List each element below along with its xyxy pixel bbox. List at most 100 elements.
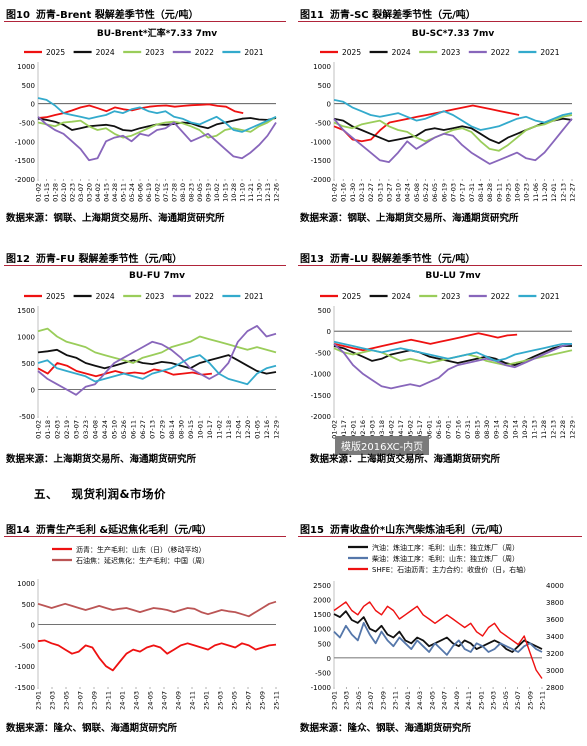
section-heading: 五、 现货利润&市场价 bbox=[34, 486, 166, 502]
x-tick-label: 25-05 bbox=[502, 691, 510, 710]
figure-caption: 沥青生产毛利 &延迟焦化毛利（元/吨） bbox=[35, 525, 212, 536]
y-tick-label: -2000 bbox=[311, 176, 331, 184]
legend-label: 2021 bbox=[244, 48, 263, 57]
y-tick-label: 1000 bbox=[313, 626, 331, 634]
x-tick-label: 23-07 bbox=[77, 691, 85, 710]
chart-fig15: 汽油：炼油工序：毛利：山东：独立炼厂（周） 柴油：炼油工序：毛利：山东：独立炼厂（… bbox=[311, 543, 564, 710]
y-tick-label: 1000 bbox=[17, 334, 35, 342]
x-tick-label: 07-02 bbox=[154, 183, 162, 202]
title-rule bbox=[4, 265, 286, 266]
legend-label: 2023 bbox=[441, 292, 460, 301]
title-rule bbox=[298, 265, 582, 266]
x-tick-label: 23-11 bbox=[105, 691, 113, 710]
x-tick-label: 06-16 bbox=[435, 420, 443, 439]
x-tick-label: 05-17 bbox=[416, 420, 424, 439]
x-tick-label: 10-29 bbox=[521, 420, 529, 439]
x-tick-label: 25-11 bbox=[539, 691, 547, 710]
figure-caption: 沥青-LU 裂解差季节性（元/吨） bbox=[329, 254, 476, 265]
x-tick-label: 01-28 bbox=[52, 183, 60, 202]
x-tick-label: 10-17 bbox=[206, 420, 214, 439]
x-tick-label: 09-25 bbox=[504, 183, 512, 202]
figure-caption: 沥青收盘价*山东汽柴炼油毛利（元/吨） bbox=[329, 525, 509, 536]
series-line bbox=[333, 99, 573, 131]
x-tick-label: 07-31 bbox=[468, 183, 476, 202]
x-tick-label: 08-28 bbox=[486, 183, 494, 202]
x-tick-label: 07-31 bbox=[464, 420, 472, 439]
x-tick-label: 10-14 bbox=[511, 420, 519, 439]
x-tick-label: 07-01 bbox=[445, 420, 453, 439]
figure-title: 图12 沥青-FU 裂解差季节性（元/吨） bbox=[6, 250, 182, 265]
series-line bbox=[37, 348, 277, 375]
legend-label: 2022 bbox=[195, 48, 214, 57]
y-tick-label: 500 bbox=[318, 82, 331, 90]
y-tick-label: 500 bbox=[22, 360, 35, 368]
legend-label: 2022 bbox=[195, 292, 214, 301]
x-tick-label: 10-15 bbox=[222, 183, 230, 202]
x-tick-label: 25-03 bbox=[490, 691, 498, 710]
legend-label: 柴油：炼油工序：毛利：山东：独立炼厂（周） bbox=[372, 554, 519, 563]
x-tick-label: 04-10 bbox=[395, 183, 403, 202]
x-tick-label: 11-18 bbox=[225, 420, 233, 439]
x-tick-label: 23-09 bbox=[91, 691, 99, 710]
x-tick-label: 12-27 bbox=[569, 183, 577, 202]
y-tick-label: -1500 bbox=[15, 684, 35, 692]
y2-tick-label: 3600 bbox=[546, 616, 564, 624]
y-tick-label: -1000 bbox=[15, 663, 35, 671]
legend-label: 2025 bbox=[342, 292, 361, 301]
x-tick-label: 11-06 bbox=[532, 183, 540, 202]
chart-fig13: BU-LU 7mv 2025 2024 2023 2022 2021 500 0 -500 -10… bbox=[311, 271, 577, 439]
x-tick-label: 09-15 bbox=[187, 420, 195, 439]
x-tick-label: 06-05 bbox=[431, 183, 439, 202]
series-line bbox=[333, 332, 518, 352]
x-tick-label: 03-03 bbox=[369, 420, 377, 439]
legend-label: SHFE：石油沥青：主力合约：收盘价（日，右轴） bbox=[372, 565, 530, 574]
x-tick-label: 25-09 bbox=[259, 691, 267, 710]
x-tick-label: 08-14 bbox=[477, 183, 485, 202]
source-note: 数据来源：隆众、钢联、海通期货研究所 bbox=[300, 723, 472, 734]
series-line bbox=[37, 600, 277, 618]
x-tick-label: 12-01 bbox=[550, 183, 558, 202]
legend-label: 2021 bbox=[540, 292, 559, 301]
x-tick-label: 25-05 bbox=[231, 691, 239, 710]
legend-label: 2024 bbox=[96, 292, 115, 301]
y-tick-label: 0 bbox=[327, 328, 331, 336]
y-tick-label: -2000 bbox=[15, 176, 35, 184]
chart-title: BU-FU 7mv bbox=[129, 271, 185, 281]
y-tick-label: 0 bbox=[327, 655, 331, 663]
chart-fig12: BU-FU 7mv 2025 2024 2023 2022 2021 1500 1000 500… bbox=[17, 271, 280, 439]
series-line bbox=[333, 114, 573, 152]
chart-fig14: 沥青：生产毛利：山东（日）（移动平均） 石油焦：延迟焦化：生产毛利：中国（周） 10… bbox=[15, 545, 281, 710]
figure-title: 图11 沥青-SC 裂解差季节性（元/吨） bbox=[300, 6, 476, 21]
x-tick-label: 23-01 bbox=[35, 691, 43, 710]
figure-caption: 沥青-FU 裂解差季节性（元/吨） bbox=[35, 254, 183, 265]
figure-number: 图10 bbox=[6, 10, 30, 21]
x-tick-label: 12-04 bbox=[234, 420, 242, 439]
x-tick-label: 10-01 bbox=[196, 420, 204, 439]
x-tick-label: 24-01 bbox=[119, 691, 127, 710]
x-tick-label: 07-17 bbox=[459, 183, 467, 202]
x-tick-label: 24-09 bbox=[453, 691, 461, 710]
x-tick-label: 25-03 bbox=[217, 691, 225, 710]
y-tick-label: 500 bbox=[22, 82, 35, 90]
x-tick-label: 11-10 bbox=[239, 183, 247, 202]
x-tick-label: 23-09 bbox=[379, 691, 387, 710]
figure-number: 图15 bbox=[300, 525, 324, 536]
figure-caption: 沥青-SC 裂解差季节性（元/吨） bbox=[329, 10, 476, 21]
x-tick-label: 04-15 bbox=[103, 183, 111, 202]
x-tick-label: 12-13 bbox=[549, 420, 557, 439]
figure-caption: 沥青-Brent 裂解差季节性（元/吨） bbox=[35, 10, 199, 21]
x-tick-label: 11-02 bbox=[215, 420, 223, 439]
x-tick-label: 05-10 bbox=[111, 420, 119, 439]
x-tick-label: 23-05 bbox=[63, 691, 71, 710]
x-tick-label: 04-02 bbox=[94, 183, 102, 202]
y-tick-label: 2000 bbox=[313, 597, 331, 605]
x-tick-label: 08-30 bbox=[483, 420, 491, 439]
y2-tick-label: 3000 bbox=[546, 667, 564, 675]
x-tick-label: 11-30 bbox=[256, 183, 264, 202]
title-rule bbox=[4, 21, 286, 22]
x-tick-label: 08-14 bbox=[168, 420, 176, 439]
y-tick-label: 1500 bbox=[313, 611, 331, 619]
legend-label: 2024 bbox=[392, 48, 411, 57]
series-line bbox=[333, 610, 543, 653]
x-tick-label: 25-01 bbox=[477, 691, 485, 710]
